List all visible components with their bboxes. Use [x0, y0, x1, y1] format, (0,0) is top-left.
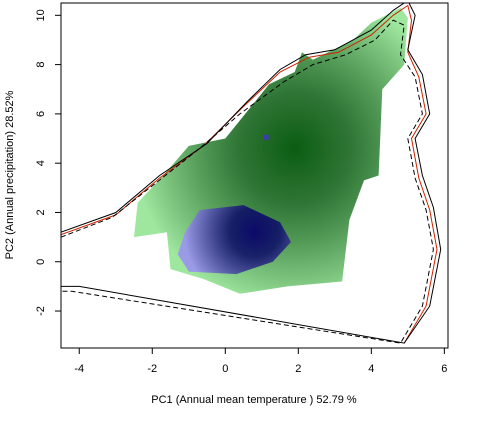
y-axis-title: PC2 (Annual precipitation) 28.52%: [4, 90, 16, 259]
x-tick-label: -2: [147, 363, 157, 375]
plot-region: [61, 3, 442, 344]
x-tick-label: -4: [74, 363, 84, 375]
density-layer: [134, 7, 408, 294]
y-axis: -2 0 2 4 6 8 10: [35, 9, 61, 316]
blue-density-speck: [263, 134, 269, 140]
y-tick-label: 4: [35, 160, 47, 166]
y-tick-label: 0: [35, 259, 47, 265]
outline-dashed: [61, 19, 434, 344]
x-axis: -4 -2 0 2 4 6: [74, 348, 447, 375]
x-tick-label: 0: [222, 363, 228, 375]
x-tick-label: 6: [441, 363, 447, 375]
outline-layer: [61, 3, 442, 344]
x-tick-label: 2: [295, 363, 301, 375]
plot-frame: [60, 2, 449, 349]
y-tick-label: 8: [35, 62, 47, 68]
blue-density-area: [177, 205, 291, 275]
y-tick-label: -2: [35, 306, 47, 316]
x-tick-label: 4: [368, 363, 374, 375]
y-tick-label: 6: [35, 111, 47, 117]
y-tick-label: 10: [35, 9, 47, 21]
outline-solid: [61, 3, 442, 344]
x-axis-title: PC1 (Annual mean temperature ) 52.79 %: [151, 394, 357, 406]
y-tick-label: 2: [35, 209, 47, 215]
